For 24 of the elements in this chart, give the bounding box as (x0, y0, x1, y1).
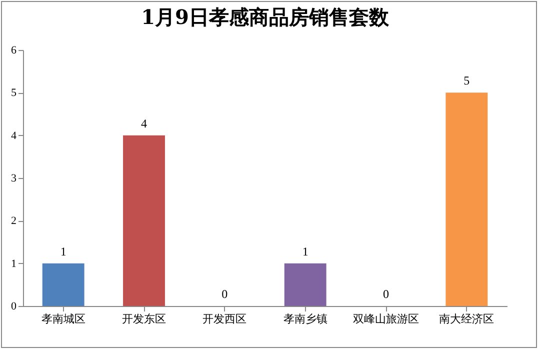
y-tick-label: 6 (11, 44, 17, 56)
y-tick-label: 1 (11, 258, 16, 270)
data-label: 1 (60, 244, 66, 258)
x-tick-label: 孝南乡镇 (283, 312, 328, 326)
y-tick-label: 2 (11, 215, 16, 228)
y-tick-label: 3 (11, 172, 17, 184)
x-tick-label: 开发西区 (202, 312, 247, 326)
bar (123, 135, 165, 306)
x-tick-label: 孝南城区 (41, 312, 86, 326)
data-label: 4 (141, 116, 147, 130)
y-tick-label: 0 (11, 300, 17, 312)
x-tick-label: 南大经济区 (439, 312, 494, 326)
y-tick-label: 4 (11, 130, 17, 142)
chart-title: 1月9日孝感商品房销售套数 (141, 5, 390, 29)
bar (446, 92, 488, 306)
data-label: 0 (222, 287, 228, 301)
data-label: 5 (464, 74, 470, 88)
bar (284, 263, 326, 306)
y-tick-label: 5 (11, 87, 17, 100)
x-tick-label: 双峰山旅游区 (353, 312, 419, 326)
x-tick-label: 开发东区 (122, 312, 166, 326)
bar (42, 263, 84, 306)
data-label: 1 (302, 244, 308, 258)
data-label: 0 (383, 287, 389, 301)
